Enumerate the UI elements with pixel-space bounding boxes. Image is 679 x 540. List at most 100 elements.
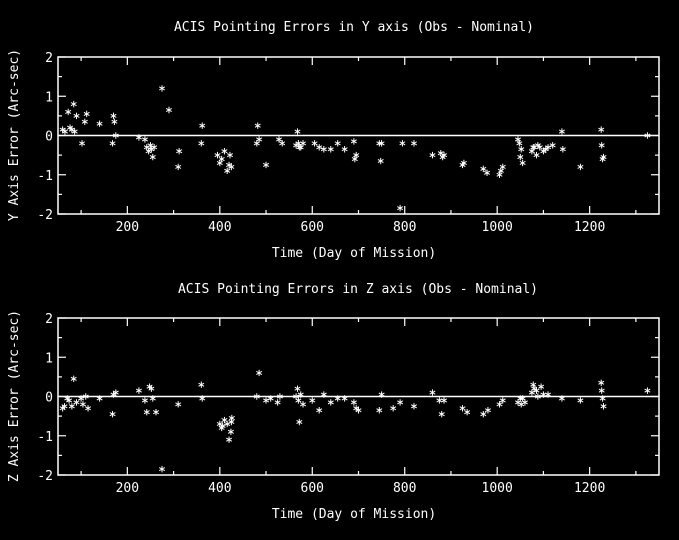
data-point (227, 428, 234, 436)
data-point (429, 151, 436, 159)
data-point (519, 159, 526, 167)
data-point (598, 379, 605, 386)
data-point (316, 407, 323, 414)
x-tick-label: 1000 (482, 481, 513, 496)
x-tick-label: 200 (116, 481, 139, 496)
data-point (149, 395, 156, 402)
data-point (66, 397, 73, 404)
data-point (300, 401, 307, 408)
data-point (199, 395, 206, 402)
data-point (397, 204, 404, 212)
data-point (600, 403, 607, 410)
data-point (545, 144, 552, 151)
data-point (517, 153, 524, 161)
tick-labels: 200 400 600 800 1000 1200 -2 -1 0 1 2 (37, 51, 605, 235)
data-point (143, 409, 150, 416)
data-point (228, 163, 235, 171)
data-point (538, 383, 545, 390)
data-point (390, 405, 397, 412)
y-tick-label: 1 (45, 351, 53, 366)
data-point (599, 395, 606, 402)
data-point (175, 163, 182, 171)
y-tick-label: -1 (37, 169, 53, 184)
data-point (297, 391, 304, 398)
data-point (296, 418, 303, 426)
data-point (147, 142, 154, 149)
data-point (85, 405, 92, 412)
data-point (224, 420, 231, 428)
data-point (152, 409, 160, 416)
y-tick-label: -2 (37, 469, 53, 484)
x-tick-label: 1200 (574, 220, 605, 235)
data-point (158, 85, 166, 92)
axis-ticks (58, 317, 659, 476)
data-point (309, 397, 316, 404)
x-tick-label: 800 (393, 481, 416, 496)
data-point (96, 395, 103, 402)
data-point (219, 422, 226, 430)
data-point (65, 108, 72, 116)
data-point (294, 385, 301, 392)
data-point (61, 403, 68, 410)
data-point (165, 106, 172, 114)
data-point (534, 393, 541, 400)
data-point (341, 395, 348, 402)
data-point (378, 391, 385, 398)
data-point (533, 387, 540, 394)
data-point (514, 136, 522, 143)
data-point (441, 151, 448, 159)
data-point (429, 389, 436, 396)
data-point (253, 393, 260, 400)
x-tick-label: 600 (301, 220, 324, 235)
data-point (263, 397, 270, 404)
data-point (533, 151, 540, 159)
data-point (600, 153, 607, 161)
data-point (73, 112, 80, 120)
data-point (149, 153, 156, 161)
data-point (110, 112, 117, 120)
data-point (267, 395, 274, 402)
data-point (480, 165, 487, 173)
chart-title: ACIS Pointing Errors in Y axis (Obs - No… (174, 20, 534, 35)
data-point (545, 391, 552, 398)
data-point (83, 110, 90, 118)
data-point (355, 407, 362, 414)
data-point (397, 399, 404, 406)
x-tick-label: 400 (208, 220, 231, 235)
data-point (484, 407, 491, 414)
data-point (460, 159, 467, 167)
data-point (350, 399, 357, 406)
y-tick-label: 0 (45, 391, 53, 406)
data-point (198, 381, 205, 388)
data-point (351, 155, 358, 163)
data-point (320, 391, 327, 398)
data-point (536, 144, 543, 151)
data-point (438, 410, 445, 418)
data-point (224, 167, 231, 175)
x-tick-label: 600 (301, 481, 324, 496)
data-point (549, 142, 556, 149)
data-point (254, 122, 261, 129)
data-point (378, 140, 385, 147)
data-point (410, 140, 417, 147)
x-axis-label: Time (Day of Mission) (272, 507, 436, 522)
y-axis-error-chart: ACIS Pointing Errors in Y axis (Obs - No… (7, 20, 660, 261)
data-point (644, 132, 651, 139)
data-point (221, 148, 228, 155)
y-tick-label: 0 (45, 130, 53, 145)
data-point (218, 155, 225, 163)
data-point (111, 118, 118, 125)
data-point (598, 142, 605, 149)
data-point (311, 140, 318, 147)
data-point (316, 144, 323, 151)
x-tick-label: 800 (393, 220, 416, 235)
data-point (175, 401, 182, 408)
data-point (464, 409, 471, 416)
data-point (70, 100, 77, 108)
data-point (279, 140, 286, 147)
tick-labels: 200 400 600 800 1000 1200 -2 -1 0 1 2 (37, 312, 605, 496)
data-point (214, 151, 221, 159)
data-point (376, 407, 383, 414)
data-point (459, 405, 466, 412)
